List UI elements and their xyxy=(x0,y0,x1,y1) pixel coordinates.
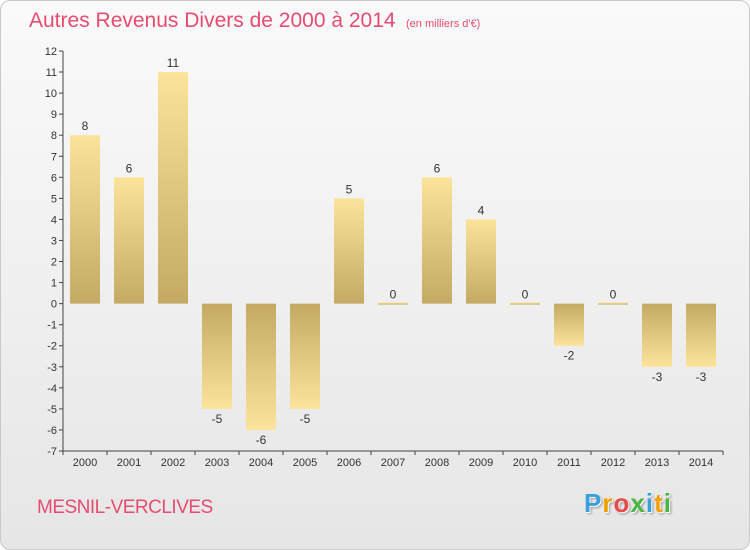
x-tick-label: 2005 xyxy=(293,457,317,469)
value-label-2011: -2 xyxy=(564,349,575,363)
x-tick-label: 2007 xyxy=(381,457,405,469)
y-tick-label: 5 xyxy=(51,193,57,205)
y-tick-label: -1 xyxy=(47,320,57,332)
chart-title: Autres Revenus Divers de 2000 à 2014 xyxy=(29,9,396,32)
x-tick-label: 2008 xyxy=(425,457,449,469)
value-label-2009: 4 xyxy=(478,203,485,217)
x-tick-label: 2002 xyxy=(161,457,185,469)
logo-letter: i xyxy=(645,488,655,518)
x-tick-label: 2006 xyxy=(337,457,361,469)
x-tick-label: 2010 xyxy=(513,457,537,469)
x-tick-label: 2009 xyxy=(469,457,493,469)
value-label-2005: -5 xyxy=(300,412,311,426)
bar-2003[interactable] xyxy=(202,303,232,409)
logo-letter: i xyxy=(663,488,672,518)
y-tick-label: 6 xyxy=(51,172,57,184)
value-label-2012: 0 xyxy=(610,288,617,302)
y-tick-label: -5 xyxy=(47,404,57,416)
bar-2007[interactable] xyxy=(378,302,408,305)
location-name: MESNIL-VERCLIVES xyxy=(37,497,213,518)
chart-title-row: Autres Revenus Divers de 2000 à 2014 (en… xyxy=(29,9,480,33)
y-tick-label: 4 xyxy=(51,214,57,226)
bar-2014[interactable] xyxy=(686,303,716,367)
bar-2009[interactable] xyxy=(466,219,496,304)
logo-letter: P xyxy=(584,488,603,518)
proxiti-logo[interactable]: Proxiti xyxy=(584,488,672,519)
x-tick-label: 2003 xyxy=(205,457,229,469)
x-tick-label: 2011 xyxy=(557,457,581,469)
value-label-2002: 11 xyxy=(167,56,180,70)
value-label-2007: 0 xyxy=(390,288,397,302)
value-label-2008: 6 xyxy=(434,161,441,175)
logo-letter: x xyxy=(630,488,646,518)
logo-letter: r xyxy=(602,488,614,518)
x-tick-label: 2000 xyxy=(73,457,97,469)
y-tick-label: 12 xyxy=(45,46,57,58)
value-label-2001: 6 xyxy=(126,161,133,175)
bar-2011[interactable] xyxy=(554,303,584,346)
bar-2000[interactable] xyxy=(70,135,100,304)
chart-subtitle: (en milliers d'€) xyxy=(406,18,481,30)
value-labels: 8 6 11 -5 -6 -5 5 0 6 4 0 -2 0 -3 -3 xyxy=(82,56,707,447)
value-label-2003: -5 xyxy=(212,412,223,426)
x-tick-label: 2014 xyxy=(689,457,713,469)
y-tick-label: 0 xyxy=(51,299,57,311)
y-tick-label: 11 xyxy=(46,67,57,79)
bar-2006[interactable] xyxy=(334,198,364,304)
y-tick-label: 1 xyxy=(51,278,57,290)
bar-2008[interactable] xyxy=(422,177,452,304)
bar-2004[interactable] xyxy=(246,303,276,430)
value-label-2004: -6 xyxy=(256,433,267,447)
value-label-2006: 5 xyxy=(346,182,353,196)
x-axis: 2000 2001 2002 2003 2004 2005 2006 2007 2008 2009… xyxy=(62,450,724,469)
bar-2005[interactable] xyxy=(290,303,320,409)
bar-2010[interactable] xyxy=(510,302,540,305)
value-label-2000: 8 xyxy=(82,119,89,133)
x-tick-label: 2012 xyxy=(601,457,625,469)
value-label-2014: -3 xyxy=(696,370,707,384)
y-tick-label: 7 xyxy=(51,151,57,163)
y-tick-label: 3 xyxy=(51,235,57,247)
x-tick-label: 2001 xyxy=(117,457,141,469)
y-tick-label: -7 xyxy=(47,446,57,458)
logo-letter: o xyxy=(613,488,631,518)
logo-letter: t xyxy=(654,488,664,518)
y-tick-label: -2 xyxy=(47,341,57,353)
value-label-2013: -3 xyxy=(652,370,663,384)
y-tick-label: 10 xyxy=(45,88,57,100)
y-tick-label: -3 xyxy=(47,362,57,374)
y-tick-label: -4 xyxy=(47,383,57,395)
bar-2001[interactable] xyxy=(114,177,144,304)
y-tick-label: 9 xyxy=(51,109,57,121)
bars xyxy=(70,72,716,430)
bar-2002[interactable] xyxy=(158,72,188,304)
x-tick-label: 2013 xyxy=(645,457,669,469)
value-label-2010: 0 xyxy=(522,288,529,302)
bar-2012[interactable] xyxy=(598,302,628,305)
x-tick-label: 2004 xyxy=(249,457,273,469)
y-tick-label: -6 xyxy=(47,425,57,437)
bar-2013[interactable] xyxy=(642,303,672,367)
y-tick-label: 8 xyxy=(51,130,57,142)
y-tick-label: 2 xyxy=(51,257,57,269)
